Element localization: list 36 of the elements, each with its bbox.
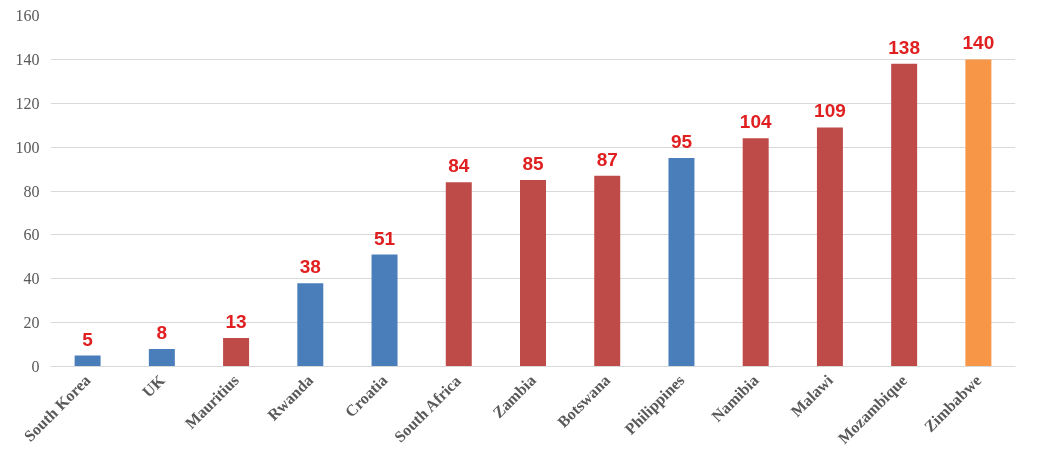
bar xyxy=(891,63,918,367)
data-label: 95 xyxy=(670,131,693,153)
bar xyxy=(223,337,250,367)
data-label: 38 xyxy=(299,256,321,278)
x-tick-label: UK xyxy=(138,371,169,401)
bar xyxy=(594,175,621,367)
data-label: 13 xyxy=(225,310,247,332)
bar xyxy=(668,158,695,367)
data-label: 104 xyxy=(739,111,772,133)
bar xyxy=(816,127,843,367)
data-label: 84 xyxy=(448,155,470,177)
bar xyxy=(520,180,546,367)
bar xyxy=(297,283,324,367)
y-tick-label: 0 xyxy=(31,358,40,375)
data-label: 140 xyxy=(962,32,995,54)
data-label: 85 xyxy=(522,153,544,175)
data-label: 8 xyxy=(156,321,168,343)
bar xyxy=(148,348,175,367)
y-tick-label: 40 xyxy=(23,270,40,288)
bar xyxy=(742,138,769,367)
bar xyxy=(445,182,472,367)
data-label: 109 xyxy=(814,100,846,122)
y-tick-label: 160 xyxy=(15,7,40,24)
data-label: 5 xyxy=(82,328,94,350)
bar xyxy=(965,59,992,367)
y-tick-label: 100 xyxy=(15,138,40,156)
y-tick-label: 60 xyxy=(23,226,40,244)
y-tick-label: 120 xyxy=(15,94,40,112)
bar xyxy=(74,355,101,367)
data-label: 87 xyxy=(596,148,618,170)
data-label: 51 xyxy=(373,227,396,249)
bar xyxy=(371,254,398,367)
data-label: 138 xyxy=(888,36,921,58)
y-tick-label: 20 xyxy=(23,314,40,332)
y-tick-label: 80 xyxy=(23,182,40,200)
y-tick-label: 140 xyxy=(15,50,40,68)
